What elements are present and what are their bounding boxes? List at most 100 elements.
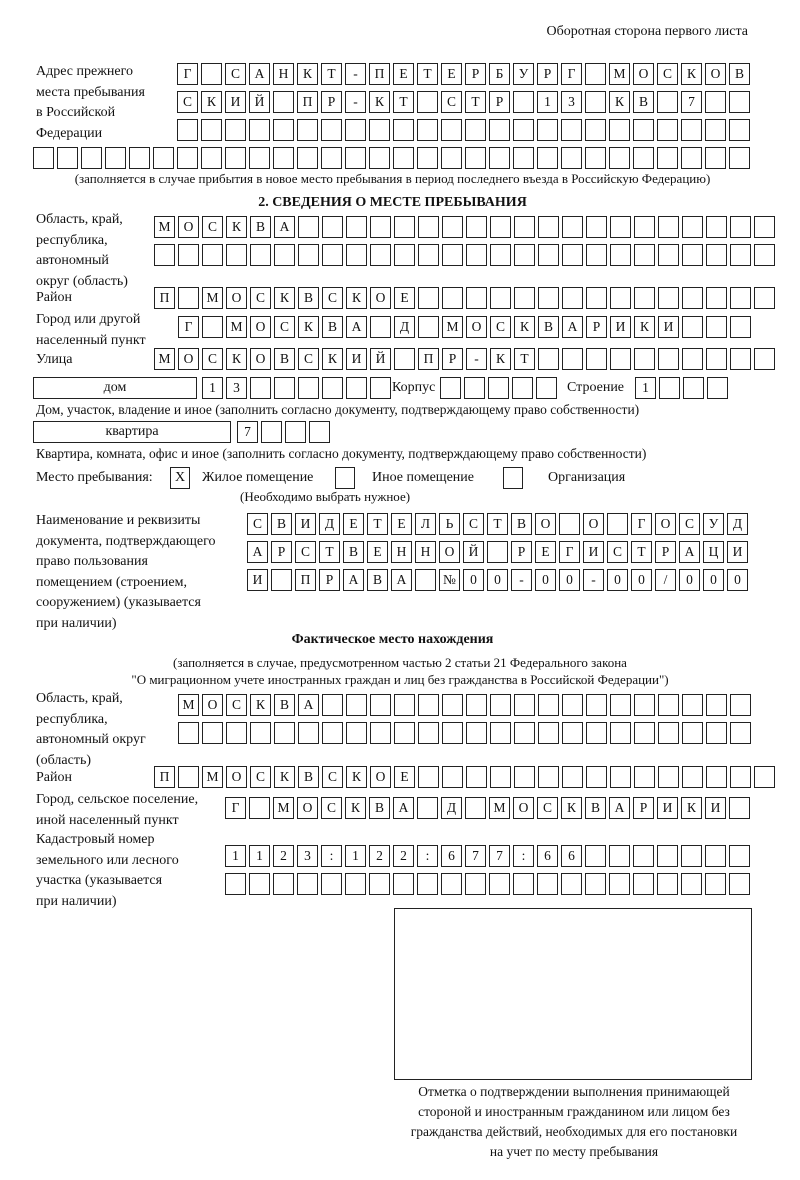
char-cell[interactable]: Р	[633, 797, 654, 819]
char-cell[interactable]	[754, 287, 775, 309]
char-cell[interactable]: М	[226, 316, 247, 338]
char-cell[interactable]: 1	[225, 845, 246, 867]
char-cell[interactable]	[442, 287, 463, 309]
char-cell[interactable]	[418, 694, 439, 716]
char-cell[interactable]	[466, 287, 487, 309]
char-cell[interactable]: О	[633, 63, 654, 85]
char-cell[interactable]	[202, 316, 223, 338]
char-cell[interactable]: С	[250, 287, 271, 309]
char-cell[interactable]: В	[298, 766, 319, 788]
char-cell[interactable]: У	[513, 63, 534, 85]
char-cell[interactable]: П	[154, 287, 175, 309]
char-cell[interactable]: Д	[394, 316, 415, 338]
char-cell[interactable]	[610, 694, 631, 716]
char-cell[interactable]	[418, 287, 439, 309]
char-cell[interactable]	[610, 722, 631, 744]
char-cell[interactable]: В	[538, 316, 559, 338]
char-cell[interactable]: Ц	[703, 541, 724, 563]
char-cell[interactable]: С	[679, 513, 700, 535]
char-cell[interactable]	[249, 147, 270, 169]
char-cell[interactable]	[225, 873, 246, 895]
char-cell[interactable]	[562, 722, 583, 744]
char-cell[interactable]: Б	[489, 63, 510, 85]
char-cell[interactable]	[754, 244, 775, 266]
char-cell[interactable]	[177, 147, 198, 169]
char-cell[interactable]: К	[250, 694, 271, 716]
char-cell[interactable]: В	[274, 348, 295, 370]
char-cell[interactable]	[346, 244, 367, 266]
char-cell[interactable]: К	[634, 316, 655, 338]
char-cell[interactable]	[658, 348, 679, 370]
option-residential-checkbox[interactable]: X	[170, 467, 190, 489]
char-cell[interactable]: Т	[514, 348, 535, 370]
char-cell[interactable]: П	[295, 569, 316, 591]
char-cell[interactable]	[418, 722, 439, 744]
char-cell[interactable]	[730, 216, 751, 238]
char-cell[interactable]: С	[322, 766, 343, 788]
char-cell[interactable]	[538, 766, 559, 788]
char-cell[interactable]	[178, 287, 199, 309]
char-cell[interactable]	[585, 845, 606, 867]
char-cell[interactable]: 0	[703, 569, 724, 591]
char-cell[interactable]: 7	[465, 845, 486, 867]
char-cell[interactable]: С	[441, 91, 462, 113]
char-cell[interactable]: М	[442, 316, 463, 338]
char-cell[interactable]	[657, 147, 678, 169]
char-cell[interactable]: И	[346, 348, 367, 370]
char-cell[interactable]: В	[274, 694, 295, 716]
char-cell[interactable]: 0	[679, 569, 700, 591]
char-cell[interactable]: О	[370, 287, 391, 309]
char-cell[interactable]: Т	[367, 513, 388, 535]
char-cell[interactable]	[681, 147, 702, 169]
char-cell[interactable]	[657, 845, 678, 867]
char-cell[interactable]	[322, 377, 343, 399]
char-cell[interactable]: А	[393, 797, 414, 819]
char-cell[interactable]: С	[295, 541, 316, 563]
char-cell[interactable]: В	[729, 63, 750, 85]
char-cell[interactable]	[706, 287, 727, 309]
char-cell[interactable]	[682, 287, 703, 309]
char-cell[interactable]	[609, 873, 630, 895]
char-cell[interactable]	[754, 216, 775, 238]
char-cell[interactable]: 2	[369, 845, 390, 867]
char-cell[interactable]	[488, 377, 509, 399]
char-cell[interactable]	[730, 244, 751, 266]
char-cell[interactable]	[514, 766, 535, 788]
char-cell[interactable]: Р	[655, 541, 676, 563]
char-cell[interactable]: В	[369, 797, 390, 819]
char-cell[interactable]	[129, 147, 150, 169]
char-cell[interactable]	[370, 377, 391, 399]
char-cell[interactable]	[729, 797, 750, 819]
char-cell[interactable]: 1	[249, 845, 270, 867]
char-cell[interactable]	[369, 119, 390, 141]
char-cell[interactable]	[417, 797, 438, 819]
char-cell[interactable]	[705, 147, 726, 169]
char-cell[interactable]	[346, 722, 367, 744]
char-cell[interactable]: С	[225, 63, 246, 85]
char-cell[interactable]: Г	[561, 63, 582, 85]
char-cell[interactable]: П	[297, 91, 318, 113]
char-cell[interactable]: И	[610, 316, 631, 338]
char-cell[interactable]: О	[583, 513, 604, 535]
char-cell[interactable]	[490, 722, 511, 744]
char-cell[interactable]: Р	[586, 316, 607, 338]
char-cell[interactable]	[249, 873, 270, 895]
char-cell[interactable]: О	[370, 766, 391, 788]
char-cell[interactable]	[345, 119, 366, 141]
char-cell[interactable]: 0	[727, 569, 748, 591]
char-cell[interactable]	[609, 119, 630, 141]
char-cell[interactable]: К	[298, 316, 319, 338]
char-cell[interactable]	[538, 348, 559, 370]
char-cell[interactable]	[633, 147, 654, 169]
char-cell[interactable]	[586, 722, 607, 744]
char-cell[interactable]: Г	[559, 541, 580, 563]
char-cell[interactable]: 0	[487, 569, 508, 591]
char-cell[interactable]	[490, 694, 511, 716]
char-cell[interactable]	[633, 845, 654, 867]
char-cell[interactable]	[297, 147, 318, 169]
char-cell[interactable]	[369, 147, 390, 169]
char-cell[interactable]	[201, 119, 222, 141]
char-cell[interactable]: С	[202, 216, 223, 238]
char-cell[interactable]	[586, 766, 607, 788]
char-cell[interactable]: К	[226, 216, 247, 238]
